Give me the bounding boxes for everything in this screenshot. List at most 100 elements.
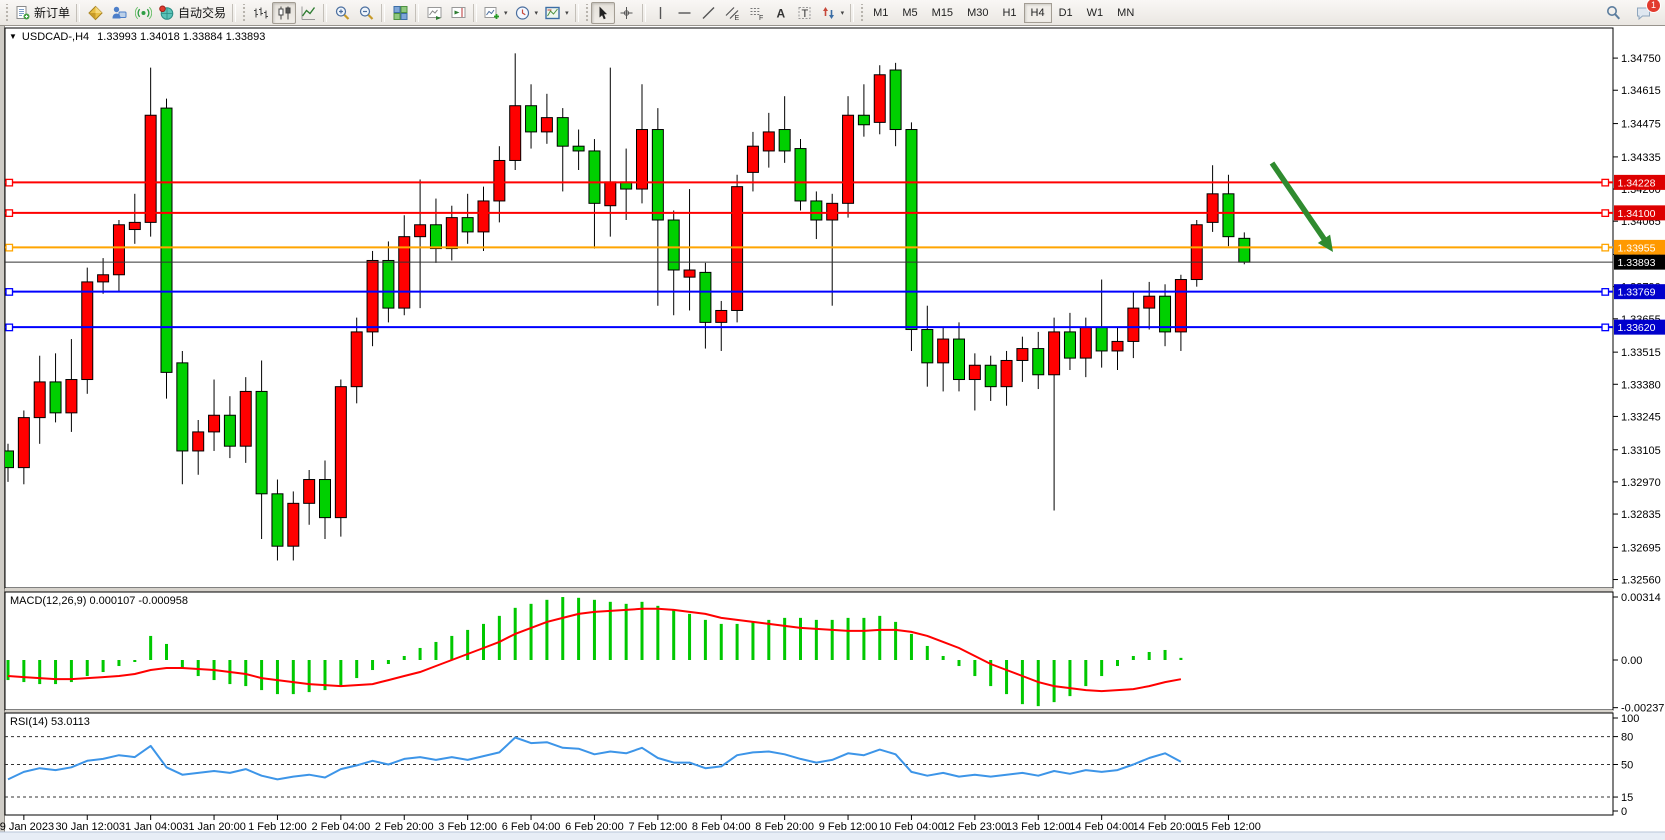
periods-button[interactable]: ▾	[511, 2, 542, 24]
chart-canvas[interactable]: 1.347501.346151.344751.343351.342001.340…	[0, 26, 1665, 840]
horizontal-line-1.33955[interactable]	[5, 243, 1613, 252]
candlestick	[794, 139, 807, 211]
dropdown-caret-icon[interactable]: ▾	[534, 9, 539, 17]
timeframe-mn[interactable]: MN	[1117, 6, 1135, 19]
rsi-indicator-label: RSI(14) 53.0113	[10, 716, 90, 728]
toolbar-separator	[641, 3, 646, 22]
zoom-in-button[interactable]	[330, 2, 354, 24]
arrows-button[interactable]: ▾	[817, 2, 848, 24]
candlestick	[160, 98, 173, 399]
cursor-icon	[594, 5, 611, 21]
svg-text:14 Feb 04:00: 14 Feb 04:00	[1069, 821, 1134, 833]
trend-arrow-icon[interactable]	[1269, 161, 1333, 252]
candlestick	[223, 396, 236, 459]
add-indicator-button[interactable]: ▾	[480, 2, 511, 24]
toolbar-separator	[574, 3, 579, 22]
candlestick	[810, 191, 823, 240]
timeframe-m30[interactable]: M30	[967, 6, 989, 19]
svg-text:1.33105: 1.33105	[1621, 445, 1661, 457]
dropdown-caret-icon[interactable]: ▾	[565, 9, 569, 17]
candlestick	[192, 420, 205, 475]
line-handle-icon	[1601, 209, 1610, 218]
candlestick	[889, 62, 902, 147]
timeframe-m1[interactable]: M1	[873, 6, 889, 19]
templates-button[interactable]: ▾	[541, 2, 572, 24]
toolbar-grip	[583, 3, 589, 22]
timeframe-m15[interactable]: M15	[931, 6, 954, 19]
svg-text:1.32695: 1.32695	[1621, 542, 1661, 554]
vertical-line-button[interactable]	[649, 2, 673, 24]
timeframe-d1[interactable]: D1	[1058, 6, 1073, 19]
svg-text:2 Feb 20:00: 2 Feb 20:00	[375, 821, 434, 833]
horizontal-line-1.34100[interactable]	[5, 209, 1613, 218]
auto-trading-button[interactable]: 自动交易	[155, 2, 229, 24]
candlestick-chart-icon	[276, 5, 293, 21]
zoom-out-button[interactable]	[354, 2, 378, 24]
signals-button[interactable]	[131, 2, 155, 24]
timeframe-w1[interactable]: W1	[1086, 6, 1104, 19]
timeframe-m5[interactable]: M5	[902, 6, 918, 19]
candlestick	[334, 379, 347, 537]
bar-chart-button[interactable]	[248, 2, 272, 24]
candlestick	[461, 193, 474, 244]
svg-text:10 Feb 04:00: 10 Feb 04:00	[879, 821, 944, 833]
candlestick	[731, 174, 744, 323]
horizontal-line-1.33620[interactable]	[5, 323, 1613, 332]
candlestick	[667, 210, 680, 316]
svg-text:2 Feb 04:00: 2 Feb 04:00	[311, 821, 370, 833]
rsi-value: 53.0113	[50, 716, 90, 728]
svg-text:1.34228: 1.34228	[1618, 177, 1656, 189]
bar-chart-icon	[252, 5, 269, 21]
trendline-button[interactable]	[697, 2, 721, 24]
timeframe-h4[interactable]: H4	[1023, 2, 1052, 23]
candlestick	[1127, 291, 1140, 359]
rsi-line	[7, 736, 1182, 781]
candlestick-chart-button[interactable]	[272, 1, 297, 24]
candlestick	[255, 360, 268, 540]
text-label-button[interactable]: T	[793, 2, 817, 24]
cursor-button[interactable]	[590, 1, 615, 24]
vertical-line-icon	[652, 5, 669, 21]
chart-title: ▼ USDCAD-,H4 1.33993 1.34018 1.33884 1.338…	[9, 31, 265, 43]
chart-shift-icon	[450, 5, 467, 21]
horizontal-line-1.34228[interactable]	[5, 178, 1613, 187]
svg-text:30 Jan 12:00: 30 Jan 12:00	[55, 821, 119, 833]
rsi-name: RSI(14)	[10, 716, 48, 728]
svg-text:1.32560: 1.32560	[1621, 575, 1661, 587]
new-order-button[interactable]: 新订单	[11, 2, 73, 24]
macd-pane	[4, 591, 1614, 711]
horizontal-line-button[interactable]	[673, 2, 697, 24]
svg-text:100: 100	[1621, 713, 1639, 725]
line-chart-button[interactable]	[296, 2, 320, 24]
horizontal-line-1.33769[interactable]	[5, 288, 1613, 296]
text-icon: A	[772, 5, 789, 21]
signals-icon	[134, 5, 152, 21]
candlestick	[17, 410, 30, 485]
indicator-axes: 0.00314 0.00 -0.002376100 80 50 15 0	[1613, 592, 1665, 818]
text-button[interactable]: A	[769, 2, 793, 24]
auto-scroll-button[interactable]	[422, 2, 446, 24]
equidistant-channel-button[interactable]: E	[721, 2, 745, 24]
candlestick	[715, 300, 728, 351]
timeframe-h1[interactable]: H1	[1002, 6, 1017, 19]
community-button[interactable]	[107, 2, 131, 24]
crosshair-button[interactable]	[615, 2, 639, 24]
line-handle-icon	[1601, 323, 1610, 332]
templates-icon	[544, 5, 561, 21]
zoom-in-icon	[334, 5, 351, 21]
dropdown-caret-icon[interactable]: ▾	[840, 9, 845, 17]
line-handle-icon	[5, 243, 14, 252]
svg-text:E: E	[735, 15, 740, 21]
search-button[interactable]	[1601, 2, 1625, 24]
tile-windows-button[interactable]	[388, 2, 412, 24]
chat-button[interactable]: 1	[1631, 0, 1661, 24]
candlestick	[366, 250, 379, 347]
chart-shift-button[interactable]	[446, 2, 470, 24]
collapse-icon[interactable]: ▼	[9, 32, 17, 41]
candlestick	[287, 491, 300, 561]
horizontal-lines[interactable]: 1.34228 1.34100 1.33955 1.33893 1.33769 1.336…	[5, 174, 1665, 335]
market-button[interactable]	[83, 2, 107, 24]
svg-text:1.32970: 1.32970	[1621, 477, 1661, 489]
dropdown-caret-icon[interactable]: ▾	[504, 9, 508, 17]
fibonacci-button[interactable]: F	[745, 2, 769, 24]
